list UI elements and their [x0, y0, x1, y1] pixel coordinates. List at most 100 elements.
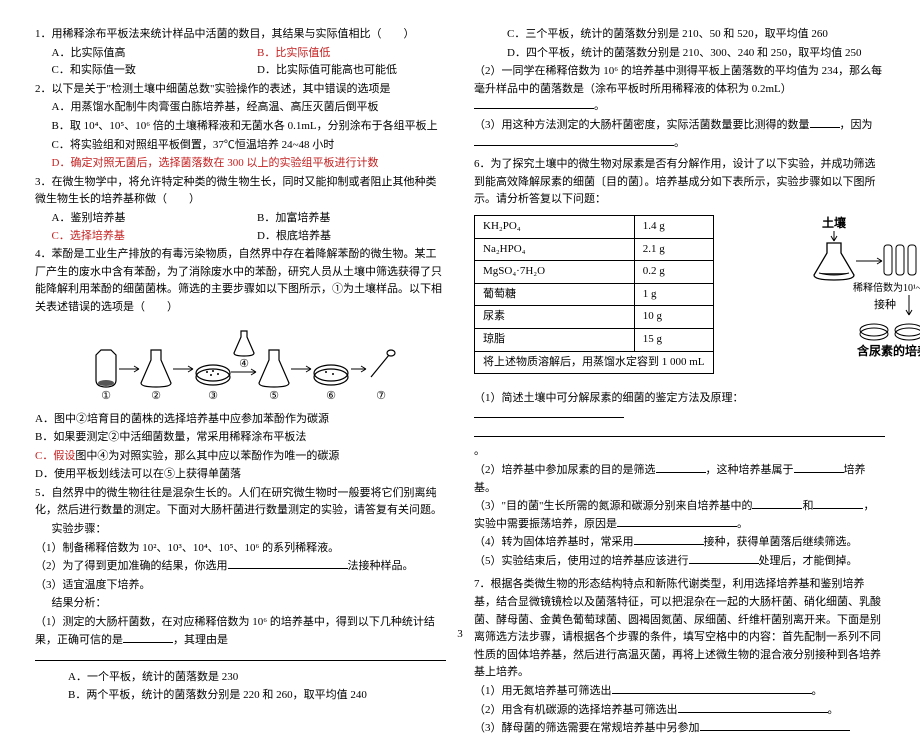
q1-opt-b: B．比实际值低	[241, 45, 447, 63]
q5-3b: ，因为	[840, 119, 873, 131]
q1-opt-a: A．比实际值高	[35, 45, 241, 63]
page-number: 3	[457, 626, 463, 644]
q3-opt-c: C．选择培养基	[35, 228, 241, 246]
q6-3a: （3）"目的菌"生长所需的氮源和碳源分别来自培养基中的	[474, 500, 752, 512]
q3-stem: 3．在微生物学中，将允许特定种类的微生物生长，同时又能抑制或者阻止其他种类微生物…	[35, 174, 446, 209]
q7-2-text: （2）用含有机碳源的选择培养基可筛选出	[474, 704, 678, 716]
q6-4: （4）转为固体培养基时，常采用 接种，获得单菌落后继续筛选。	[474, 534, 885, 552]
q4-stem: 4．苯酚是工业生产排放的有毒污染物质，自然界中存在着降解苯酚的微生物。某工厂产生…	[35, 246, 446, 316]
q5-step2-b: 法接种样品。	[348, 560, 414, 572]
q7-1: （1）用无氮培养基可筛选出。	[474, 683, 885, 701]
q5-2: （2）一同学在稀释倍数为 10⁶ 的培养基中测得平板上菌落数的平均值为 234，…	[474, 63, 885, 116]
q5-step2: （2）为了得到更加准确的结果，你选用 法接种样品。	[35, 558, 446, 576]
blank	[634, 544, 704, 545]
q2-stem: 2．以下是关于"检测土壤中细菌总数"实验操作的表述，其中错误的选项是	[35, 81, 446, 99]
blank	[689, 563, 759, 564]
flow-diagram: ① ② ③ ④ ⑤ ⑥	[35, 325, 446, 403]
q5-rB: B．两个平板，统计的菌落数分别是 220 和 260，取平均值 240	[35, 687, 446, 705]
cell: 1 g	[634, 283, 713, 306]
cell: 0.2 g	[634, 261, 713, 284]
q6-1: （1）简述土壤中可分解尿素的细菌的鉴定方法及原理：	[474, 390, 885, 425]
q3-opt-a: A．鉴别培养基	[35, 210, 241, 228]
q6-5a: （5）实验结束后，使用过的培养基应该进行	[474, 555, 689, 567]
blank	[752, 508, 802, 509]
label-medium: 含尿素的培养基	[857, 343, 920, 358]
blank	[794, 472, 844, 473]
q5-rA: A．一个平板，统计的菌落数是 230	[35, 669, 446, 687]
blank	[228, 568, 278, 569]
q7-stem: 7．根据各类微生物的形态结构特点和新陈代谢类型，利用选择培养基和鉴别培养基，结合…	[474, 576, 885, 682]
blank	[612, 693, 812, 694]
q1-stem: 1．用稀释涂布平板法来统计样品中活菌的数目，其结果与实际值相比（ ）	[35, 26, 446, 44]
q2-opt-c: C．将实验组和对照组平板倒置，37℃恒温培养 24~48 小时	[35, 137, 446, 155]
left-column: 1．用稀释涂布平板法来统计样品中活菌的数目，其结果与实际值相比（ ） A．比实际…	[35, 25, 446, 625]
cell: 1.4 g	[634, 215, 713, 238]
q6-1-text: （1）简述土壤中可分解尿素的细菌的鉴定方法及原理：	[474, 392, 744, 404]
svg-text:③: ③	[208, 390, 218, 402]
svg-text:⑥: ⑥	[326, 390, 336, 402]
q3-options: A．鉴别培养基 B．加富培养基 C．选择培养基 D．根底培养基	[35, 210, 446, 245]
cell: 尿素	[475, 306, 635, 329]
q7-1-text: （1）用无氮培养基可筛选出	[474, 685, 612, 697]
q6-2a: （2）培养基中参加尿素的目的是筛选	[474, 464, 656, 476]
q6-stem: 6．为了探究土壤中的微生物对尿素是否有分解作用，设计了以下实验，并成功筛选到能高…	[474, 156, 885, 209]
label-inoculate: 接种	[874, 297, 896, 311]
svg-text:④: ④	[239, 358, 249, 370]
q6-5: （5）实验结束后，使用过的培养基应该进行 处理后，才能倒掉。	[474, 553, 885, 571]
q5-r1a: （1）测定的大肠杆菌数，在对应稀释倍数为 10⁶ 的培养基中，得到以下几种统计结…	[35, 616, 435, 646]
q4-opt-d: D．使用平板划线法可以在⑤上获得单菌落	[35, 466, 446, 484]
q6-4a: （4）转为固体培养基时，常采用	[474, 536, 634, 548]
q1-opt-c: C．和实际值一致	[35, 62, 241, 80]
blank	[474, 108, 594, 109]
blank	[474, 417, 624, 418]
q3-opt-b: B．加富培养基	[241, 210, 447, 228]
blank-full	[35, 660, 446, 661]
label-tubes: 稀释倍数为10¹~10⁷的试管	[853, 281, 920, 294]
cell: 10 g	[634, 306, 713, 329]
blank	[700, 730, 850, 731]
blank	[810, 127, 840, 128]
blank-line	[35, 650, 446, 668]
q7-3: （3）酵母菌的筛选需要在常规培养基中另参加	[474, 720, 885, 738]
cell-merged: 将上述物质溶解后，用蒸馏水定容到 1 000 mL	[475, 351, 714, 374]
q5-r1b: ，其理由是	[173, 634, 228, 646]
blank	[678, 712, 828, 713]
q5-step2-a: （2）为了得到更加准确的结果，你选用	[35, 560, 228, 572]
q4-opt-a: A．图中②培育目的菌株的选择培养基中应参加苯酚作为碳源	[35, 411, 446, 429]
q5-3a: （3）用这种方法测定的大肠杆菌密度，实际活菌数量要比测得的数量	[474, 119, 810, 131]
flow-diagram-svg: ① ② ③ ④ ⑤ ⑥	[81, 325, 401, 403]
cell: 琼脂	[475, 328, 635, 351]
q4-opt-b: B．如果要测定②中活细菌数量，常采用稀释涂布平板法	[35, 429, 446, 447]
cell: Na₂HPO₄	[475, 238, 635, 261]
blank-line2: 。	[474, 426, 885, 461]
cell: 2.1 g	[634, 238, 713, 261]
q5-rC: C．三个平板，统计的菌落数分别是 210、50 和 520，取平均值 260	[474, 26, 885, 44]
q1-options: A．比实际值高 B．比实际值低 C．和实际值一致 D．比实际值可能高也可能低	[35, 45, 446, 80]
svg-text:⑤: ⑤	[269, 390, 279, 402]
q6-4b: 接种，获得单菌落后继续筛选。	[704, 536, 858, 548]
cell: 葡萄糖	[475, 283, 635, 306]
q5-rD: D．四个平板，统计的菌落数分别是 210、300、240 和 250，取平均值 …	[474, 45, 885, 63]
q5-step3: （3）适宜温度下培养。	[35, 577, 446, 595]
q2-opt-a: A．用蒸馏水配制牛肉膏蛋白胨培养基，经高温、高压灭菌后倒平板	[35, 99, 446, 117]
q5-3: （3）用这种方法测定的大肠杆菌密度，实际活菌数量要比测得的数量，因为。	[474, 117, 885, 152]
blank-full	[474, 436, 885, 437]
q5-step1: （1）制备稀释倍数为 10²、10³、10⁴、10⁵、10⁶ 的系列稀释液。	[35, 540, 446, 558]
ingredient-table: KH₂PO₄1.4 g Na₂HPO₄2.1 g MgSO₄·7H₂O0.2 g…	[474, 215, 714, 374]
blank	[123, 642, 173, 643]
q5-result-label: 结果分析：	[35, 595, 446, 613]
svg-text:⑦: ⑦	[376, 390, 386, 402]
q5-result1: （1）测定的大肠杆菌数，在对应稀释倍数为 10⁶ 的培养基中，得到以下几种统计结…	[35, 614, 446, 649]
table-diagram-row: KH₂PO₄1.4 g Na₂HPO₄2.1 g MgSO₄·7H₂O0.2 g…	[474, 215, 885, 382]
cell: MgSO₄·7H₂O	[475, 261, 635, 284]
blank	[474, 145, 674, 146]
label-soil: 土壤	[822, 215, 847, 230]
q6-5b: 处理后，才能倒掉。	[759, 555, 858, 567]
q2-opt-b: B．取 10⁴、10⁵、10⁶ 倍的土壤稀释液和无菌水各 0.1mL，分别涂布于…	[35, 118, 446, 136]
q6-2b: ，这种培养基属于	[706, 464, 794, 476]
q5-stem: 5．自然界中的微生物往往是混杂生长的。人们在研究微生物时一般要将它们别离纯化，然…	[35, 485, 446, 520]
q3-opt-d: D．根底培养基	[241, 228, 447, 246]
q5-2-text: （2）一同学在稀释倍数为 10⁶ 的培养基中测得平板上菌落数的平均值为 234，…	[474, 65, 882, 95]
svg-text:①: ①	[101, 390, 111, 402]
tubes: …	[884, 245, 920, 275]
